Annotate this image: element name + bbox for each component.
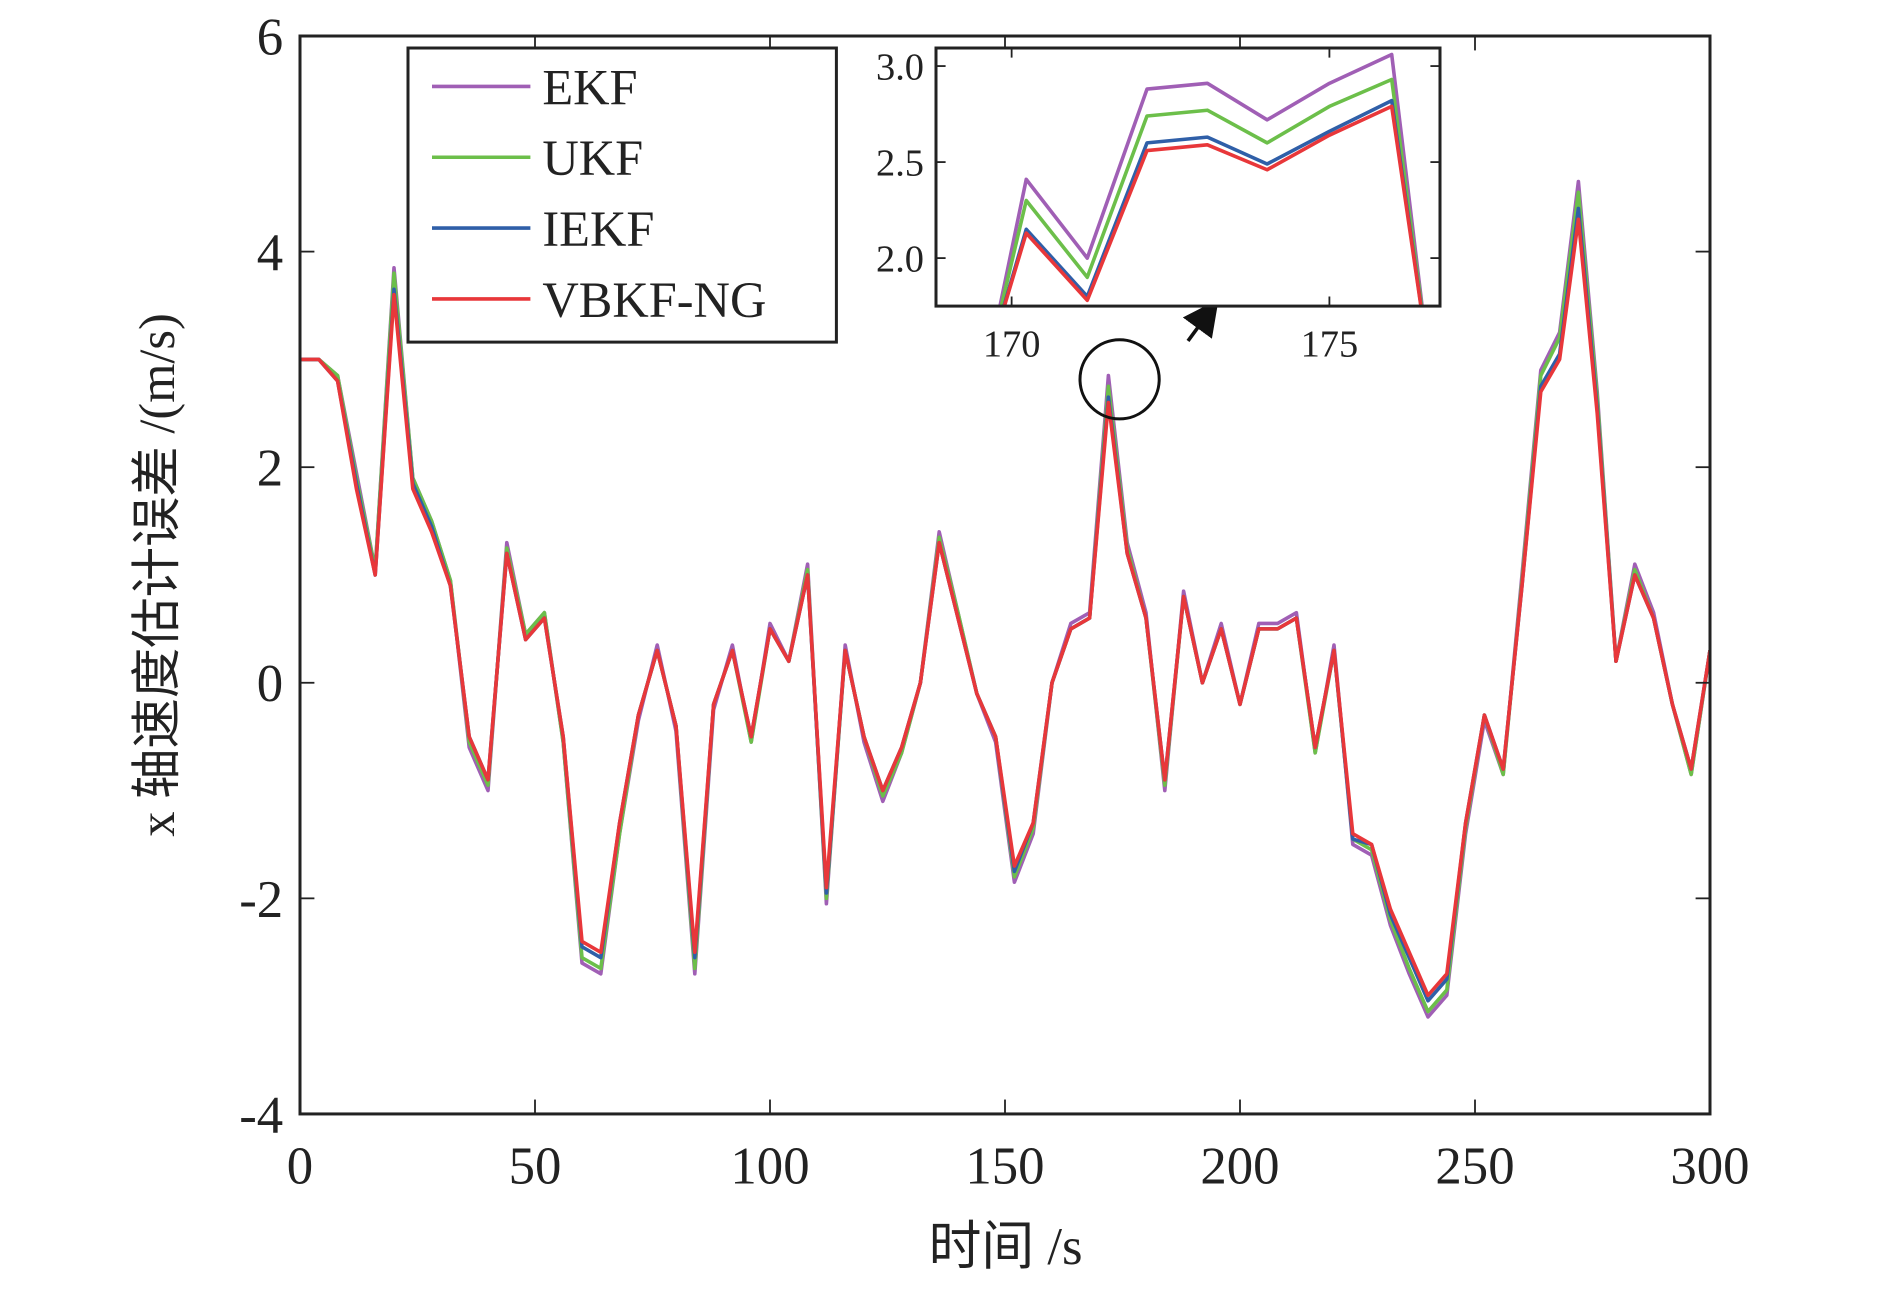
x-tick-label: 0: [287, 1138, 313, 1196]
plot-lines: [300, 179, 1710, 1019]
plot-background: [936, 48, 1440, 307]
y-tick-label: 2.5: [876, 143, 924, 185]
legend-label: UKF: [542, 130, 643, 186]
y-tick-label: 6: [257, 8, 283, 66]
y-tick-label: 2.0: [876, 239, 924, 281]
y-tick-label: 0: [257, 655, 283, 713]
y-tick-label: 3.0: [876, 47, 924, 89]
data-line: [999, 77, 1424, 307]
x-tick-label: 200: [1200, 1138, 1279, 1196]
data-line: [998, 52, 1424, 307]
data-line: [1002, 98, 1423, 307]
legend-box: [406, 46, 838, 344]
x-tick-label: 100: [730, 1138, 809, 1196]
x-axis-label: 时间 /s: [929, 1218, 1083, 1276]
y-tick-label: -2: [239, 871, 283, 929]
legend-label: IEKF: [542, 201, 654, 257]
y-tick-label: -4: [239, 1086, 283, 1144]
y-axis-label: x 轴速度估计误差 /(m/s): [129, 313, 185, 837]
zoom-arrow: [1182, 299, 1219, 342]
x-tick-label: 300: [1670, 1138, 1749, 1196]
x-tick-label: 150: [965, 1138, 1044, 1196]
x-tick-label: 170: [983, 324, 1041, 366]
x-tick-label: 50: [509, 1138, 562, 1196]
plot-lines: [998, 52, 1424, 307]
y-tick-label: 2: [257, 440, 283, 498]
x-tick-label: 250: [1435, 1138, 1514, 1196]
plot-frame: [298, 34, 1712, 1116]
plot-frame: [934, 46, 1442, 308]
legend-label: VBKF-NG: [542, 272, 766, 328]
zoom-circle: [1078, 338, 1161, 421]
data-line: [1002, 104, 1423, 307]
data-line: [300, 217, 1710, 998]
x-tick-label: 175: [1301, 324, 1359, 366]
legend-label: EKF: [542, 59, 637, 115]
y-tick-label: 4: [257, 224, 283, 282]
